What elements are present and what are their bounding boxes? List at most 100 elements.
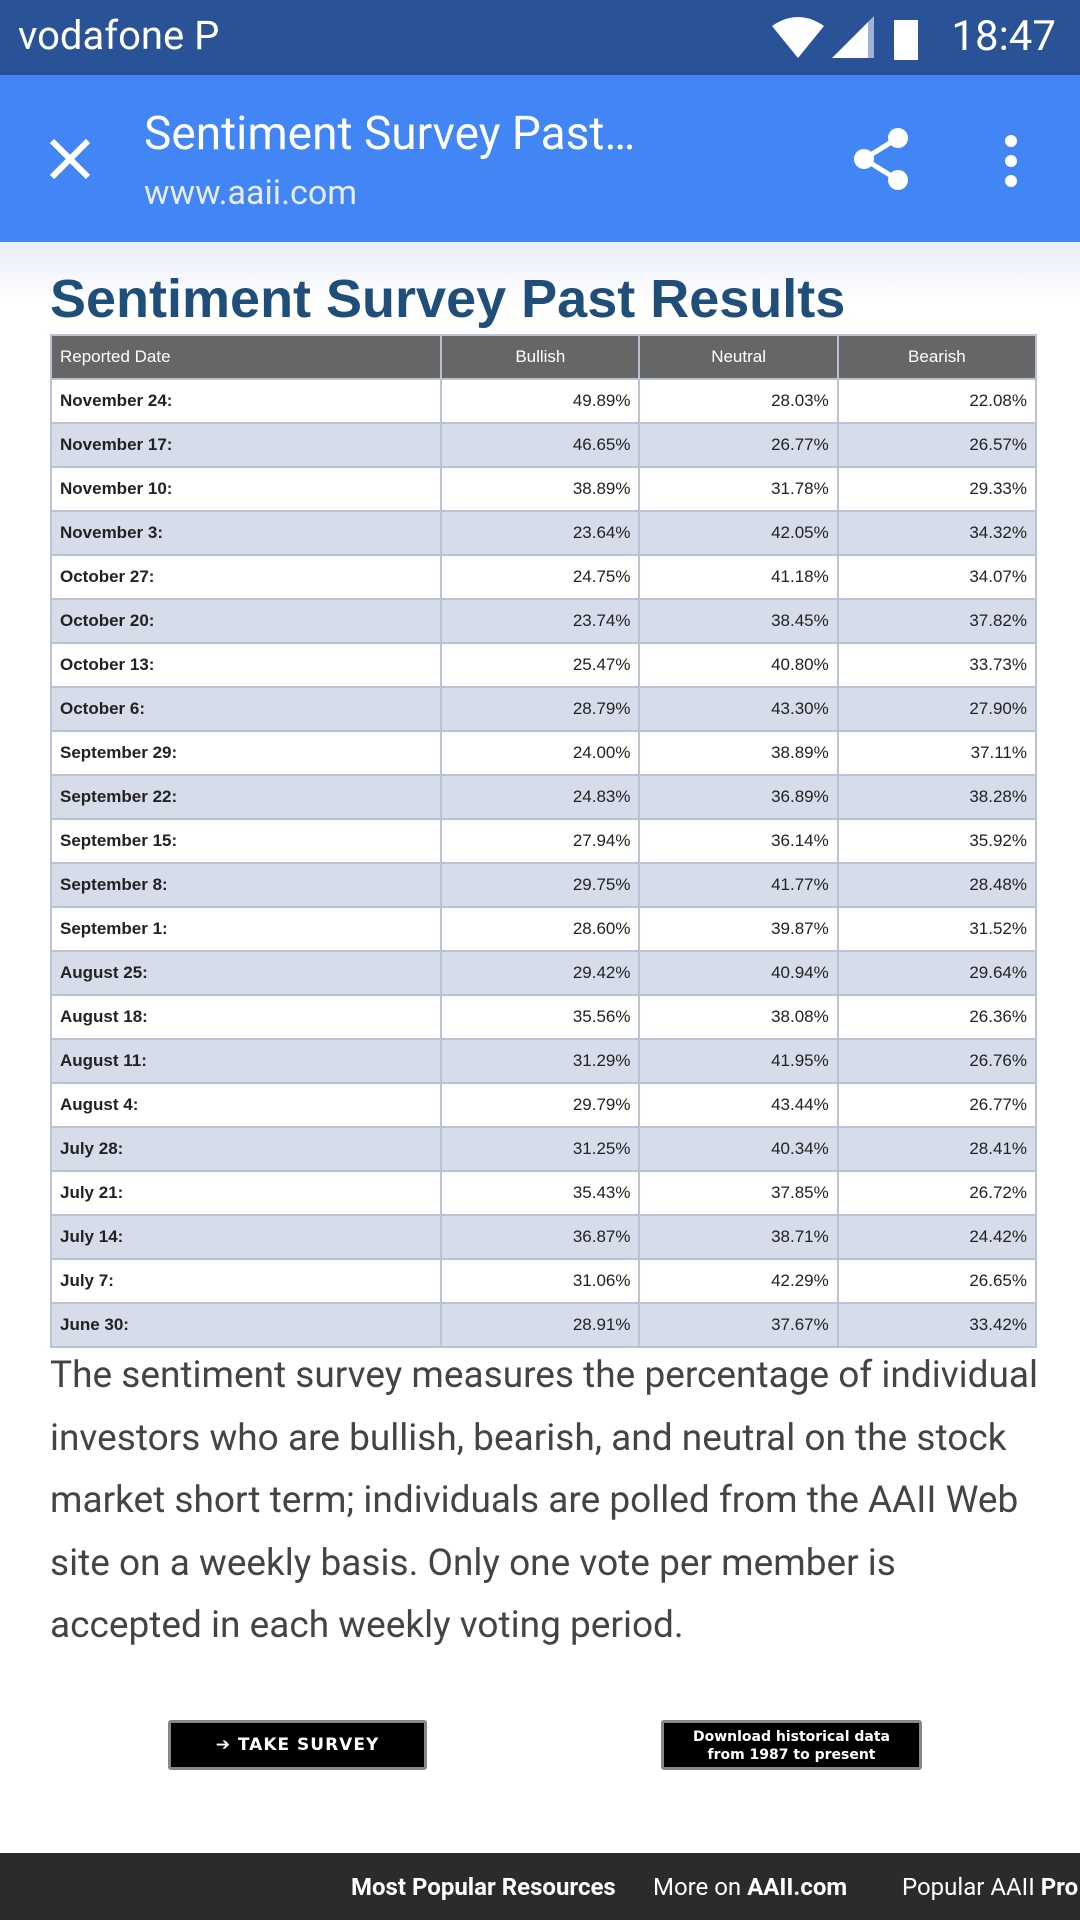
take-survey-button[interactable]: ➔ TAKE SURVEY	[168, 1720, 427, 1770]
value-cell: 37.82%	[836, 598, 1038, 644]
menu-button[interactable]	[998, 133, 1024, 189]
description: The sentiment survey measures the percen…	[50, 1354, 1039, 1647]
table-row: September 29: 24.00% 38.89% 37.11%	[49, 730, 1038, 776]
value-cell: 28.48%	[836, 862, 1038, 908]
value-cell: 24.75%	[440, 554, 641, 600]
value-cell: 41.77%	[638, 862, 839, 908]
date-cell: July 14:	[49, 1214, 443, 1260]
value-cell: 38.71%	[638, 1214, 839, 1260]
date-cell: September 22:	[49, 774, 443, 820]
footer-text: Popular AAII	[902, 1873, 1035, 1901]
status-bar: vodafone P 18:47	[0, 0, 1080, 75]
value-cell: 35.92%	[836, 818, 1038, 864]
value-cell: 34.32%	[836, 510, 1038, 556]
date-cell: October 6:	[49, 686, 443, 732]
value-cell: 38.45%	[638, 598, 839, 644]
header-cell: Bullish	[440, 334, 641, 380]
table-row: June 30: 28.91% 37.67% 33.42%	[49, 1302, 1038, 1348]
header-cell: Reported Date	[49, 334, 443, 380]
table-row: October 20: 23.74% 38.45% 37.82%	[49, 598, 1038, 644]
header-cell: Neutral	[638, 334, 839, 380]
table-row: August 4: 29.79% 43.44% 26.77%	[49, 1082, 1038, 1128]
value-cell: 25.47%	[440, 642, 641, 688]
close-button[interactable]	[48, 137, 92, 181]
value-cell: 24.42%	[836, 1214, 1038, 1260]
footer-link[interactable]: Popular AAII Pro	[902, 1873, 1078, 1901]
date-cell: November 17:	[49, 422, 443, 468]
value-cell: 23.74%	[440, 598, 641, 644]
table-row: September 22: 24.83% 36.89% 38.28%	[49, 774, 1038, 820]
button-label: from 1987 to present	[707, 1747, 876, 1763]
value-cell: 26.57%	[836, 422, 1038, 468]
date-cell: June 30:	[49, 1302, 443, 1348]
value-cell: 29.33%	[836, 466, 1038, 512]
value-cell: 36.14%	[638, 818, 839, 864]
date-cell: July 7:	[49, 1258, 443, 1304]
value-cell: 40.80%	[638, 642, 839, 688]
table-row: July 14: 36.87% 38.71% 24.42%	[49, 1214, 1038, 1260]
footer-text: Pro	[1040, 1873, 1079, 1901]
value-cell: 31.78%	[638, 466, 839, 512]
share-button[interactable]	[852, 127, 912, 191]
download-button[interactable]: Download historical data from 1987 to pre…	[661, 1720, 922, 1770]
value-cell: 35.56%	[440, 994, 641, 1040]
footer-text: AAII.com	[747, 1873, 848, 1901]
date-cell: November 3:	[49, 510, 443, 556]
value-cell: 41.18%	[638, 554, 839, 600]
value-cell: 40.94%	[638, 950, 839, 996]
date-cell: July 28:	[49, 1126, 443, 1172]
value-cell: 36.89%	[638, 774, 839, 820]
value-cell: 34.07%	[836, 554, 1038, 600]
value-cell: 29.64%	[836, 950, 1038, 996]
value-cell: 33.73%	[836, 642, 1038, 688]
value-cell: 28.79%	[440, 686, 641, 732]
value-cell: 31.06%	[440, 1258, 641, 1304]
date-cell: October 13:	[49, 642, 443, 688]
table-row: November 24: 49.89% 28.03% 22.08%	[49, 378, 1038, 424]
value-cell: 33.42%	[836, 1302, 1038, 1348]
table-row: September 15: 27.94% 36.14% 35.92%	[49, 818, 1038, 864]
value-cell: 39.87%	[638, 906, 839, 952]
date-cell: September 1:	[49, 906, 443, 952]
page-url: www.aaii.com	[144, 173, 358, 213]
value-cell: 22.08%	[836, 378, 1038, 424]
value-cell: 29.79%	[440, 1082, 641, 1128]
value-cell: 28.91%	[440, 1302, 641, 1348]
value-cell: 38.89%	[638, 730, 839, 776]
value-cell: 35.43%	[440, 1170, 641, 1216]
table-row: November 17: 46.65% 26.77% 26.57%	[49, 422, 1038, 468]
table-row: September 8: 29.75% 41.77% 28.48%	[49, 862, 1038, 908]
value-cell: 26.76%	[836, 1038, 1038, 1084]
table-row: August 11: 31.29% 41.95% 26.76%	[49, 1038, 1038, 1084]
value-cell: 27.90%	[836, 686, 1038, 732]
value-cell: 31.52%	[836, 906, 1038, 952]
value-cell: 24.00%	[440, 730, 641, 776]
date-cell: August 25:	[49, 950, 443, 996]
value-cell: 37.85%	[638, 1170, 839, 1216]
value-cell: 23.64%	[440, 510, 641, 556]
page-title: Sentiment Survey Past…	[144, 107, 636, 161]
value-cell: 40.34%	[638, 1126, 839, 1172]
value-cell: 28.03%	[638, 378, 839, 424]
value-cell: 26.36%	[836, 994, 1038, 1040]
value-cell: 27.94%	[440, 818, 641, 864]
value-cell: 29.42%	[440, 950, 641, 996]
value-cell: 46.65%	[440, 422, 641, 468]
shade	[0, 242, 1080, 302]
date-cell: August 11:	[49, 1038, 443, 1084]
date-cell: August 18:	[49, 994, 443, 1040]
status-icons	[772, 16, 918, 60]
footer-link[interactable]: Most Popular Resources	[351, 1873, 616, 1901]
date-cell: September 15:	[49, 818, 443, 864]
value-cell: 41.95%	[638, 1038, 839, 1084]
value-cell: 38.28%	[836, 774, 1038, 820]
value-cell: 31.29%	[440, 1038, 641, 1084]
toolbar: Sentiment Survey Past… www.aaii.com	[0, 75, 1080, 242]
table-row: September 1: 28.60% 39.87% 31.52%	[49, 906, 1038, 952]
value-cell: 28.60%	[440, 906, 641, 952]
value-cell: 43.30%	[638, 686, 839, 732]
footer: Most Popular Resources More on AAII.com …	[0, 1853, 1080, 1920]
date-cell: September 8:	[49, 862, 443, 908]
footer-link[interactable]: More on AAII.com	[653, 1873, 847, 1901]
value-cell: 38.08%	[638, 994, 839, 1040]
